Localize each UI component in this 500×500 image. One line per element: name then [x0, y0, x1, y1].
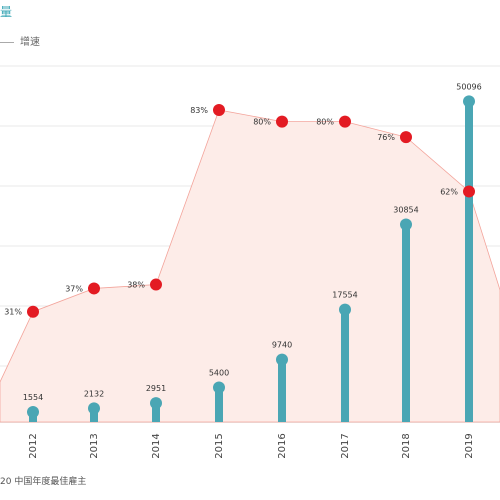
- growth-label: 76%: [377, 133, 395, 142]
- bar: [90, 408, 98, 422]
- legend: 增速: [0, 33, 40, 48]
- bar: [465, 101, 473, 423]
- growth-label: 83%: [190, 106, 208, 115]
- labels: 1554 31% 2132 37% 2951 38% 5400 83% 9740 80% 17554…: [4, 82, 482, 402]
- bar-value-label: 9740: [272, 341, 292, 350]
- bar-cap: [400, 218, 412, 231]
- x-tick-label: 2019: [464, 433, 475, 458]
- growth-label: 38%: [127, 281, 145, 290]
- legend-growth-label: 增速: [20, 37, 40, 48]
- x-tick-label: 2015: [214, 433, 225, 458]
- bar-cap: [463, 95, 475, 108]
- growth-point: [88, 282, 100, 295]
- bar-cap: [276, 353, 288, 366]
- growth-label: 80%: [253, 118, 271, 127]
- growth-label: 62%: [440, 187, 458, 196]
- x-tick-label: 2013: [89, 433, 100, 458]
- bar: [402, 224, 410, 422]
- growth-label: 80%: [316, 118, 334, 127]
- growth-point: [27, 305, 39, 318]
- x-axis: 2012 2013 2014 2015 2016 2017 2018 2019: [28, 433, 475, 458]
- bar-value-label: 30854: [393, 206, 418, 215]
- bar-cap: [213, 381, 225, 394]
- bar: [341, 309, 349, 422]
- x-tick-label: 2017: [340, 433, 351, 458]
- bar: [152, 403, 160, 422]
- x-tick-label: 2018: [401, 433, 412, 458]
- growth-point: [463, 185, 475, 198]
- growth-point: [339, 115, 351, 128]
- x-tick-label: 2012: [28, 433, 39, 458]
- bars: [27, 95, 475, 423]
- bar-cap: [27, 406, 39, 419]
- x-tick-label: 2014: [151, 433, 162, 458]
- source-note: 20 中国年度最佳雇主: [0, 477, 87, 487]
- growth-point: [213, 103, 225, 116]
- growth-points: [27, 103, 475, 318]
- bar-cap: [88, 402, 100, 415]
- x-tick-label: 2016: [277, 433, 288, 458]
- bar-value-label: 1554: [23, 393, 43, 402]
- bar-value-label: 2132: [84, 389, 104, 398]
- growth-area-shape: [0, 109, 500, 423]
- bar: [215, 387, 223, 422]
- bar-value-label: 2951: [146, 384, 166, 393]
- bar-cap: [150, 397, 162, 410]
- bar-value-label: 5400: [209, 368, 229, 377]
- bar-value-label: 50096: [456, 82, 481, 91]
- chart-title: 量: [0, 5, 14, 19]
- bar-value-label: 17554: [332, 291, 357, 300]
- growth-point: [400, 131, 412, 144]
- growth-area: [0, 109, 500, 423]
- bar-cap: [339, 303, 351, 316]
- growth-point: [276, 115, 288, 128]
- bar: [278, 359, 286, 422]
- legend-line-icon: [0, 41, 14, 43]
- growth-label: 31%: [4, 308, 22, 317]
- growth-label: 37%: [65, 284, 83, 293]
- growth-point: [150, 278, 162, 291]
